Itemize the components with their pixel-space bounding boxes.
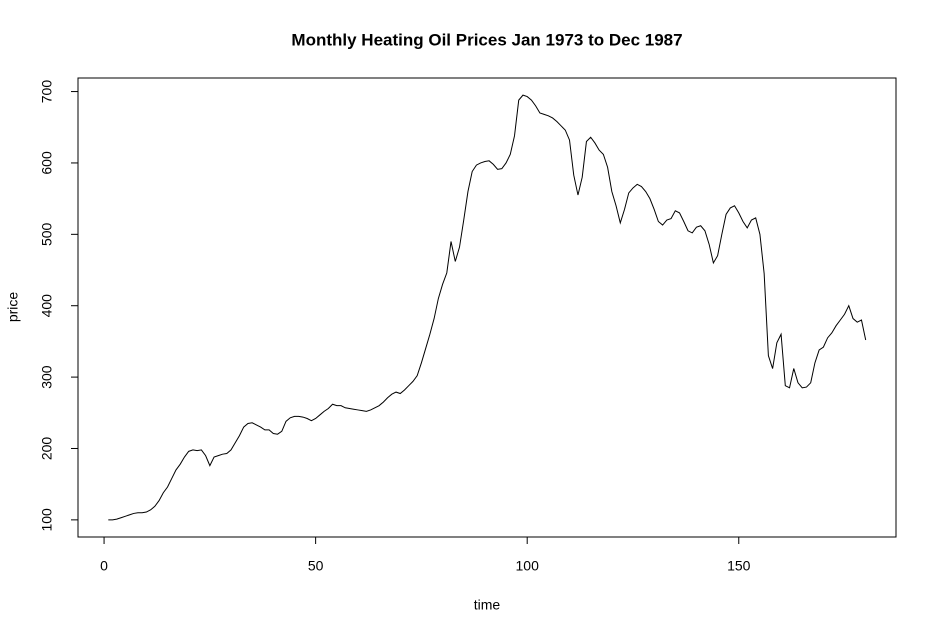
y-axis-label: price [5,292,21,323]
x-tick-label: 0 [100,558,108,574]
plot-frame [77,77,897,538]
y-tick-label: 100 [39,508,55,532]
y-tick-label: 700 [39,80,55,104]
y-tick-label: 600 [39,151,55,175]
chart-title: Monthly Heating Oil Prices Jan 1973 to D… [291,30,682,49]
y-tick-label: 300 [39,365,55,389]
x-tick-label: 50 [308,558,324,574]
x-tick-label: 100 [516,558,540,574]
line [108,94,867,521]
y-tick-label: 200 [39,437,55,461]
y-tick-label: 500 [39,222,55,246]
x-tick-label: 150 [727,558,751,574]
y-tick-label: 400 [39,294,55,318]
x-axis-label: time [474,597,501,613]
